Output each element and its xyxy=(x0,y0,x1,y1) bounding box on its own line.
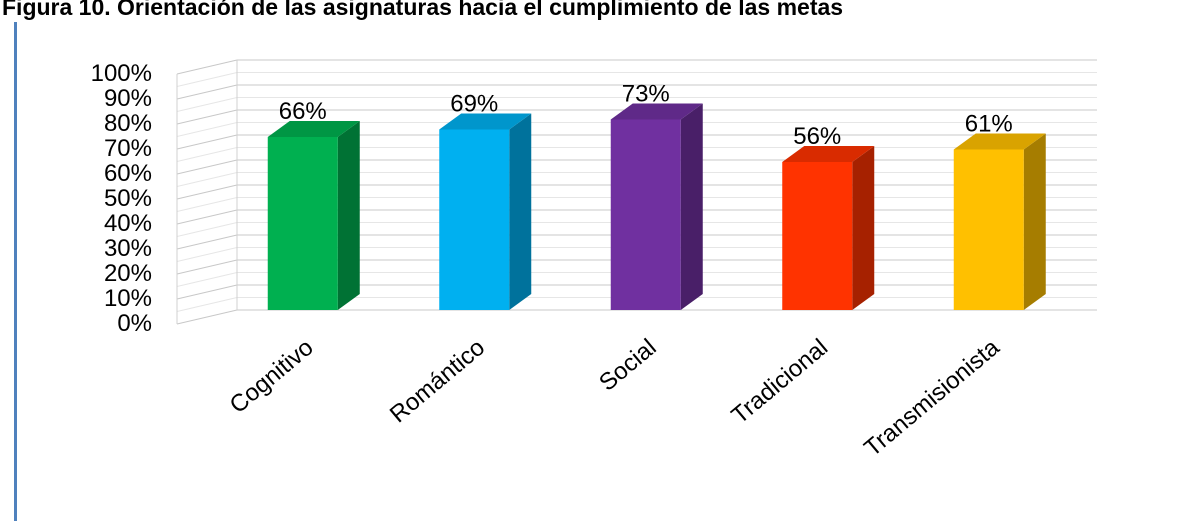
gridline-side xyxy=(176,134,238,150)
bar-side xyxy=(509,113,532,310)
gridline-side xyxy=(176,97,238,112)
gridline-side xyxy=(176,59,238,75)
bar-top xyxy=(610,103,703,120)
y-tick-label: 20% xyxy=(104,260,152,287)
bars xyxy=(267,103,1046,310)
x-tick-label: Social xyxy=(594,334,661,397)
bar xyxy=(267,137,338,310)
gridline-side xyxy=(176,172,238,187)
gridline-side xyxy=(176,159,238,175)
data-labels: 66% 69% 73% 56% 61% xyxy=(279,81,1013,151)
y-axis-ticks: 0%10%20%30%40%50%60%70%80%90%100% xyxy=(91,60,152,337)
gridline-side xyxy=(176,184,238,200)
gridline-side xyxy=(176,147,238,162)
y-tick-label: 0% xyxy=(117,310,152,337)
bar-side xyxy=(1023,133,1046,310)
gridline-side xyxy=(176,122,238,137)
bar-top xyxy=(953,133,1046,150)
gridline-side xyxy=(176,309,238,325)
y-tick-label: 100% xyxy=(91,60,152,87)
y-tick-label: 80% xyxy=(104,110,152,137)
data-label: 66% xyxy=(279,98,327,125)
gridline-side xyxy=(176,222,238,237)
bar-side xyxy=(680,103,703,310)
x-tick-label: Romántico xyxy=(385,334,490,428)
y-tick-label: 30% xyxy=(104,235,152,262)
data-label: 73% xyxy=(622,81,670,108)
x-tick-label: Tradicional xyxy=(727,334,834,430)
gridline-side xyxy=(176,84,238,100)
gridline-side xyxy=(176,247,238,262)
bar xyxy=(782,162,853,310)
figure-title: Figura 10. Orientación de las asignatura… xyxy=(2,0,844,20)
bar xyxy=(610,119,681,310)
gridline-side xyxy=(176,259,238,275)
bar-top xyxy=(439,113,532,130)
y-tick-label: 90% xyxy=(104,85,152,112)
bar xyxy=(953,149,1024,310)
y-tick-label: 70% xyxy=(104,135,152,162)
data-label: 69% xyxy=(450,91,498,118)
figure-frame-border xyxy=(14,22,17,521)
gridline-side xyxy=(176,272,238,287)
y-tick-label: 50% xyxy=(104,185,152,212)
gridline-side xyxy=(176,72,238,87)
x-tick-label: Transmisionista xyxy=(859,333,1005,462)
gridline-side xyxy=(176,109,238,125)
bar-top xyxy=(782,146,875,162)
bar-top xyxy=(267,121,360,137)
bar xyxy=(439,129,510,310)
gridline-side xyxy=(176,284,238,300)
y-tick-label: 10% xyxy=(104,285,152,312)
x-axis-labels: Cognitivo Romántico Social Tradicional Trans… xyxy=(225,333,1006,462)
data-label: 56% xyxy=(793,123,841,150)
y-tick-label: 60% xyxy=(104,160,152,187)
data-label: 61% xyxy=(965,111,1013,138)
gridline-side xyxy=(176,234,238,250)
gridline-side xyxy=(176,297,238,312)
y-tick-label: 40% xyxy=(104,210,152,237)
gridline-side xyxy=(176,209,238,225)
bar-side xyxy=(852,146,875,310)
bar-side xyxy=(337,121,360,310)
gridline-side xyxy=(176,197,238,212)
x-tick-label: Cognitivo xyxy=(225,334,319,419)
